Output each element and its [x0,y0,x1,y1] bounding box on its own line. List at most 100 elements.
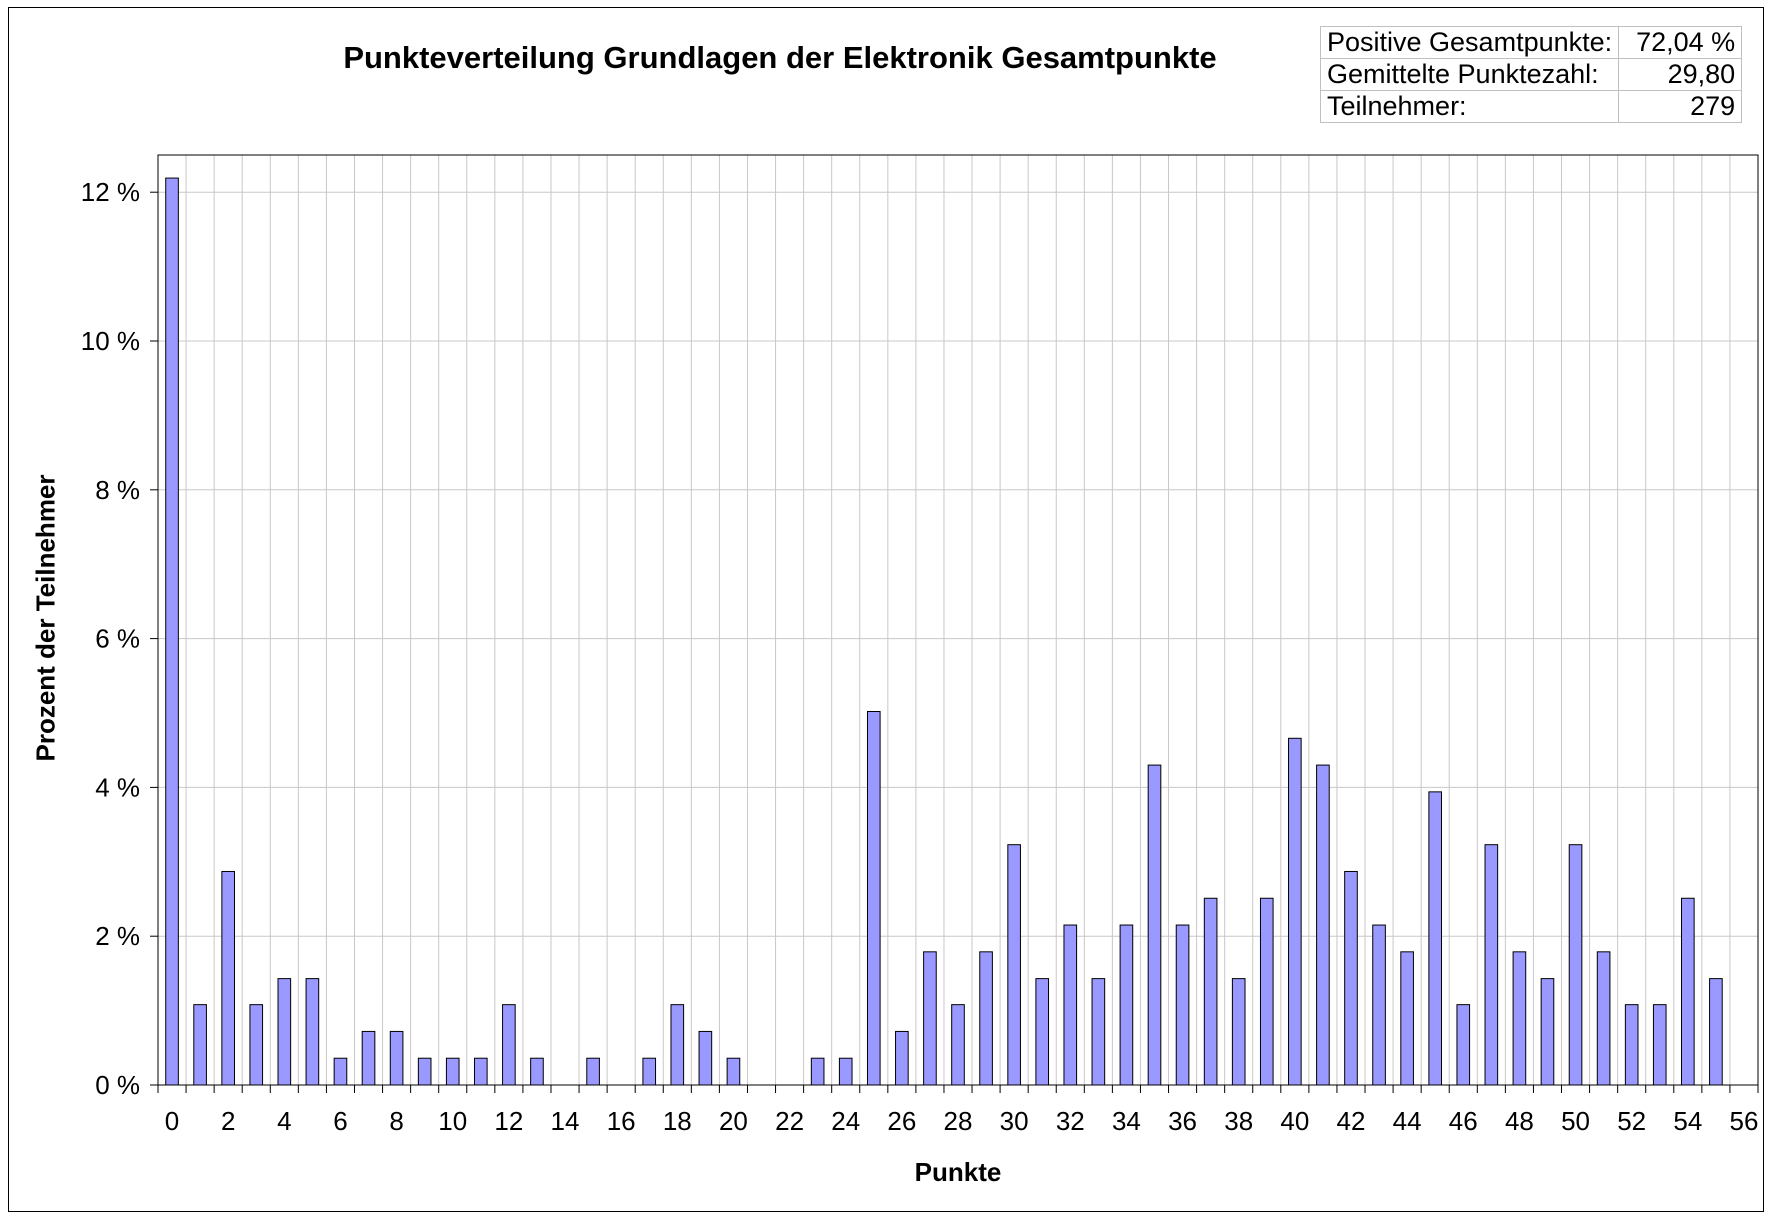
y-tick-label: 0 % [95,1070,140,1100]
x-tick-label: 40 [1280,1106,1309,1136]
bar [193,1004,207,1086]
stats-value: 279 [1618,90,1743,123]
stats-value: 29,80 [1618,58,1743,91]
bar [445,1057,460,1086]
bar [417,1057,432,1086]
bar [1624,1004,1639,1086]
y-axis-label: Prozent der Teilnehmer [30,474,61,762]
x-tick-label: 36 [1168,1106,1197,1136]
x-tick-label: 46 [1449,1106,1478,1136]
y-tick-label: 8 % [95,475,140,505]
bar [1372,924,1386,1086]
bar [951,1004,965,1086]
x-tick-label: 42 [1337,1106,1366,1136]
y-tick-label: 6 % [95,624,140,654]
bar [1147,764,1162,1086]
x-tick-label: 30 [1000,1106,1029,1136]
x-tick-label: 54 [1673,1106,1702,1136]
stats-value: 72,04 % [1618,26,1743,59]
bar [923,951,937,1086]
bar [305,978,320,1086]
bar [895,1030,909,1086]
bar [586,1057,600,1086]
x-tick-label: 6 [333,1106,347,1136]
bar [389,1030,404,1086]
plot-area [158,155,1758,1085]
bar [249,1004,264,1086]
stats-label: Positive Gesamtpunkte: [1319,26,1620,59]
x-tick-label: 8 [389,1106,403,1136]
bar [1400,951,1414,1086]
chart-title: Punkteverteilung Grundlagen der Elektron… [343,40,1217,75]
x-tick-label: 44 [1393,1106,1422,1136]
bar [866,711,881,1086]
bar [1091,978,1106,1086]
x-tick-label: 20 [719,1106,748,1136]
bar [1203,897,1218,1086]
stats-label: Teilnehmer: [1319,90,1620,123]
bar [1035,978,1050,1086]
bar [333,1057,348,1086]
bar [698,1030,713,1086]
x-tick-label: 4 [277,1106,291,1136]
stats-label: Gemittelte Punktezahl: [1319,58,1620,91]
bar [1540,978,1555,1086]
x-tick-label: 10 [438,1106,467,1136]
bar [1596,951,1611,1086]
bar [1456,1004,1471,1086]
bar [1259,897,1274,1086]
x-tick-label: 24 [831,1106,860,1136]
y-tick-label: 10 % [81,326,140,356]
bar [810,1057,825,1086]
bar [502,1004,516,1086]
bar [1175,924,1190,1086]
x-axis-label: Punkte [914,1157,1002,1187]
bar [1316,764,1330,1086]
bar [1568,844,1583,1086]
bar [277,978,292,1086]
x-tick-label: 16 [607,1106,636,1136]
stats-table: Positive Gesamtpunkte: 72,04 % Gemittelt… [1319,26,1743,123]
x-tick-label: 22 [775,1106,804,1136]
bar [221,870,235,1086]
bar [1288,737,1302,1086]
bar [1344,870,1358,1086]
x-tick-label: 0 [165,1106,179,1136]
bar [361,1030,376,1086]
x-tick-label: 12 [494,1106,523,1136]
bar [1484,844,1499,1086]
bar [1512,951,1527,1086]
bar [473,1057,488,1086]
x-tick-label: 28 [944,1106,973,1136]
y-tick-label: 12 % [81,177,140,207]
y-tick-label: 4 % [95,772,140,802]
bar [979,951,993,1086]
bar [1681,897,1695,1086]
x-tick-label: 32 [1056,1106,1085,1136]
x-tick-label: 56 [1730,1106,1759,1136]
bar [530,1057,544,1086]
x-tick-label: 48 [1505,1106,1534,1136]
x-tick-label: 50 [1561,1106,1590,1136]
x-tick-label: 34 [1112,1106,1141,1136]
bar [1231,978,1246,1086]
x-tick-label: 14 [551,1106,580,1136]
chart-frame [8,7,1764,1212]
bar [726,1057,741,1086]
x-tick-label: 38 [1224,1106,1253,1136]
bar [642,1057,657,1086]
x-tick-label: 2 [221,1106,235,1136]
bar [1428,791,1443,1086]
bar [165,177,179,1086]
x-tick-label: 18 [663,1106,692,1136]
bar [670,1004,685,1086]
bar [1119,924,1134,1086]
bar [838,1057,853,1086]
x-tick-label: 26 [887,1106,916,1136]
stats-row: Gemittelte Punktezahl: 29,80 [1319,58,1743,91]
bar [1063,924,1078,1086]
y-tick-label: 2 % [95,921,140,951]
stats-row: Teilnehmer: 279 [1319,90,1743,123]
bar [1652,1004,1667,1086]
